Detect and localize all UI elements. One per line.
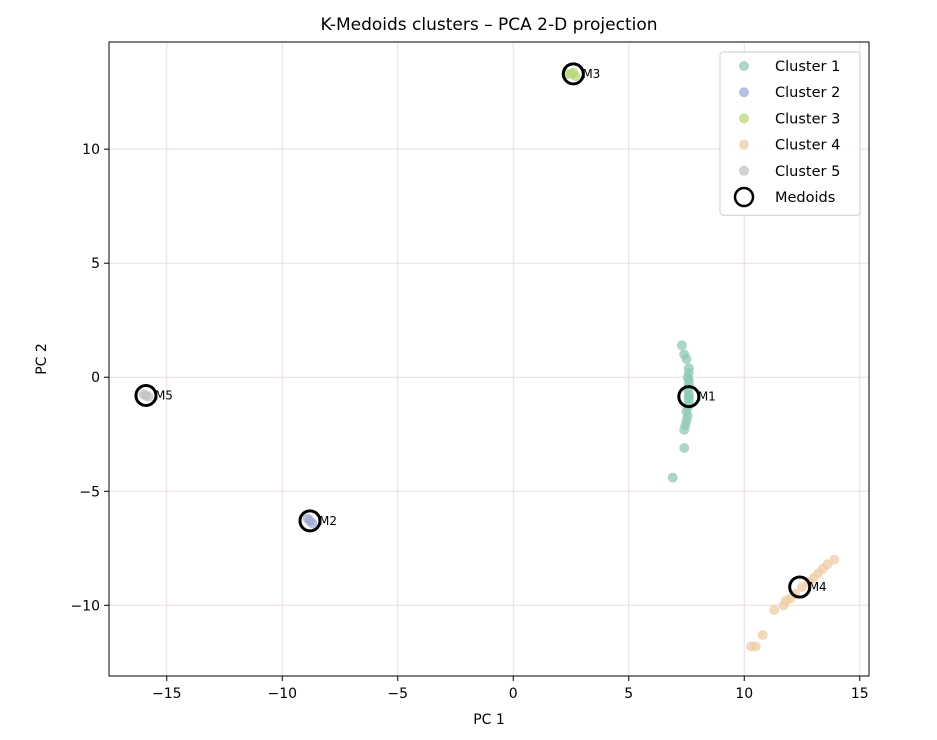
x-tick-label: −10: [267, 686, 297, 702]
legend-cluster-5-label: Cluster 5: [775, 164, 840, 180]
cluster-2-point: [307, 518, 318, 529]
x-tick-label: 0: [509, 686, 518, 702]
x-tick-label: −15: [152, 686, 182, 702]
legend-box: [719, 51, 861, 216]
legend-cluster-5-marker: [739, 165, 749, 176]
cluster-4-point: [746, 641, 757, 652]
cluster-1-point: [681, 354, 692, 364]
cluster-4-point: [769, 604, 780, 615]
cluster-3-point: [568, 67, 579, 78]
cluster-1-point: [679, 424, 690, 435]
cluster-4-point: [757, 629, 768, 640]
cluster-4-point: [797, 582, 808, 593]
cluster-5-point: [138, 389, 149, 400]
x-tick-label: 5: [624, 686, 633, 702]
medoid-marker: [788, 575, 812, 599]
y-tick-label: −5: [79, 484, 100, 500]
medoid-marker: [298, 509, 322, 533]
cluster-1-point: [676, 340, 687, 351]
medoid-label: M5: [155, 388, 173, 402]
y-axis-label: PC 2: [34, 343, 50, 375]
medoid-label: M3: [582, 67, 600, 81]
medoid-label: M1: [698, 390, 716, 404]
chart-title: K-Medoids clusters – PCA 2-D projection: [320, 15, 657, 35]
legend-cluster-3-label: Cluster 3: [775, 111, 840, 127]
y-tick-label: −10: [70, 598, 100, 614]
x-axis-label: PC 1: [473, 712, 505, 728]
legend-medoids-marker: [733, 186, 755, 208]
y-tick-label: 10: [82, 142, 100, 158]
legend-cluster-2-marker: [739, 87, 749, 98]
cluster-1-point: [683, 391, 694, 402]
medoid-marker: [134, 383, 158, 407]
x-tick-label: 10: [735, 686, 753, 702]
medoid-marker: [677, 385, 701, 409]
cluster-4-point: [778, 600, 789, 611]
x-tick-label: −5: [387, 686, 408, 702]
medoid-label: M4: [809, 580, 827, 594]
legend-cluster-3-marker: [739, 113, 749, 124]
y-tick-label: 5: [91, 256, 100, 272]
legend-cluster-4-label: Cluster 4: [775, 138, 840, 154]
legend-cluster-1-marker: [739, 61, 749, 71]
y-tick-label: 0: [91, 370, 100, 386]
legend-cluster-1-label: Cluster 1: [775, 59, 840, 75]
medoid-layer: M1 M2 M3 M4 M5: [134, 62, 827, 599]
ticks-layer: −15 −10 −5 0 5 10 15 −10 −5 0 5 10: [70, 142, 868, 702]
cluster-1-point: [679, 442, 690, 453]
cluster-1-point: [667, 472, 678, 483]
x-tick-label: 15: [851, 686, 869, 702]
legend-medoids-label: Medoids: [775, 190, 835, 206]
medoid-marker: [561, 62, 585, 86]
legend-cluster-4-marker: [739, 139, 749, 150]
points-layer: [138, 67, 840, 652]
medoid-label: M2: [319, 514, 337, 528]
plot-frame: [108, 41, 870, 677]
legend-cluster-2-label: Cluster 2: [775, 85, 840, 101]
legend: Cluster 1 Cluster 2 Cluster 3 Cluster 4 Clus…: [719, 51, 861, 216]
